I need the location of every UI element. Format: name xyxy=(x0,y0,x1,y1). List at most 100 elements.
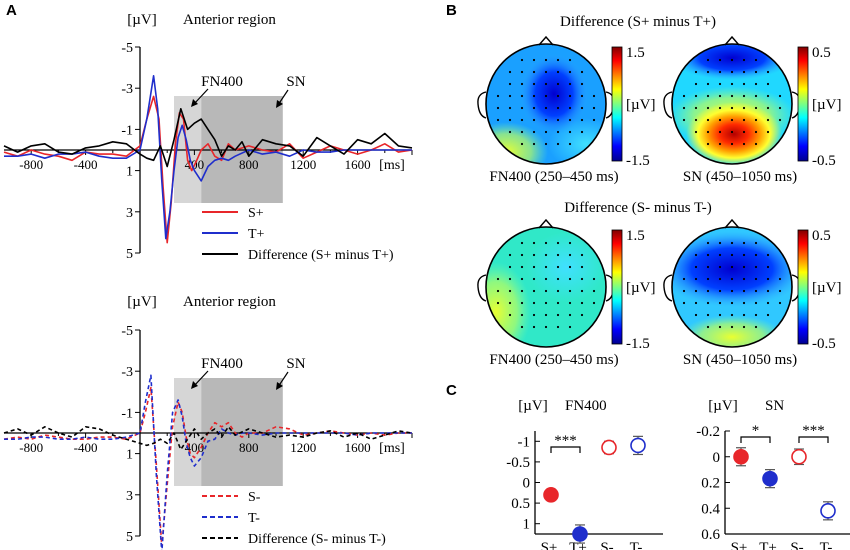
topomap-electrode xyxy=(580,130,584,134)
topomap-electrode xyxy=(754,94,758,98)
topomap-colorbar-max: 0.5 xyxy=(812,45,831,61)
means-sn-point xyxy=(733,448,749,465)
topomap-caption: SN (450–1050 ms) xyxy=(683,352,797,368)
topomap-ear-left xyxy=(477,91,487,119)
erp-bottom-x-tick-label: -800 xyxy=(19,440,43,455)
means-fn400-significance-label: *** xyxy=(554,433,577,449)
topomap-head-outline xyxy=(485,226,607,348)
topomap-1-1: 0.5 [µV] -0.5 SN (450–1050 ms) xyxy=(663,218,841,368)
topomap-electrode xyxy=(568,70,572,74)
erp-bottom-window-label-fn400: FN400 xyxy=(201,356,243,372)
topomap-blob xyxy=(672,44,792,80)
topomap-electrode xyxy=(520,265,524,269)
topomap-caption: FN400 (250–450 ms) xyxy=(489,169,618,185)
topomap-electrode xyxy=(742,253,746,257)
topomap-electrode xyxy=(730,301,734,305)
topomap-electrode xyxy=(580,313,584,317)
topomap-field xyxy=(672,227,792,347)
erp-top-x-tick-label: 1200 xyxy=(290,157,316,172)
topomap-electrode xyxy=(532,313,536,317)
topomap-electrode xyxy=(742,70,746,74)
panel-letter-a: A xyxy=(6,2,17,19)
topomap-electrode xyxy=(544,82,548,86)
topomap-caption: FN400 (250–450 ms) xyxy=(489,352,618,368)
means-fn400-y-tick-label: -0.5 xyxy=(506,455,530,471)
erp-bottom-y-tick-label: -3 xyxy=(121,365,133,380)
topomap-electrode xyxy=(766,313,770,317)
topomap-electrode xyxy=(706,265,710,269)
topomap-electrode xyxy=(532,58,536,62)
topomap-electrode xyxy=(730,289,734,293)
topomap-electrode xyxy=(730,277,734,281)
topomap-electrode xyxy=(730,82,734,86)
topomap-electrode xyxy=(544,277,548,281)
topomap-electrode xyxy=(580,289,584,293)
topomap-electrode xyxy=(694,253,698,257)
erp-bottom-y-tick-label: 5 xyxy=(126,530,133,545)
means-fn400-y-tick-label: 0 xyxy=(523,476,531,492)
topomap-electrode xyxy=(580,94,584,98)
topomap-electrode xyxy=(556,241,560,245)
topomap-electrode xyxy=(544,301,548,305)
means-fn400-point xyxy=(630,437,646,454)
topomap-blob xyxy=(520,54,588,134)
topomap-electrode xyxy=(718,94,722,98)
means-fn400-category-label: T+ xyxy=(569,540,587,550)
topomap-electrode xyxy=(520,277,524,281)
topomap-electrode xyxy=(508,82,512,86)
topomap-electrode xyxy=(520,325,524,329)
topomap-electrode xyxy=(754,118,758,122)
means-sn-significance-label: *** xyxy=(802,423,825,439)
erp-bottom-x-axis-label: [ms] xyxy=(379,441,405,456)
means-fn400-y-tick-label: 1 xyxy=(523,517,531,533)
topomap-electrode xyxy=(682,106,686,110)
topomap-electrode xyxy=(592,118,596,122)
topomap-electrode xyxy=(520,82,524,86)
topomap-electrode xyxy=(706,58,710,62)
topomap-electrode xyxy=(568,130,572,134)
means-fn400-point xyxy=(543,487,559,503)
topomap-electrode xyxy=(580,301,584,305)
topomap-electrode xyxy=(694,277,698,281)
topomap-colorbar-min: -0.5 xyxy=(812,153,836,169)
topomap-electrode xyxy=(556,325,560,329)
topomap-electrode xyxy=(532,94,536,98)
topomap-electrode xyxy=(568,241,572,245)
erp-top-x-tick-label: -400 xyxy=(74,157,98,172)
topomap-electrode xyxy=(766,253,770,257)
erp-bottom-legend-label-1: T- xyxy=(248,511,260,526)
erp-top-x-axis-label: [ms] xyxy=(379,158,405,173)
topomap-electrode xyxy=(592,301,596,305)
erp-top-legend-label-0: S+ xyxy=(248,206,264,221)
topomap-blob xyxy=(526,232,606,302)
topomap-electrode xyxy=(718,277,722,281)
topo-group-title-1: Difference (S- minus T-) xyxy=(564,200,712,216)
topomap-blob xyxy=(686,102,782,164)
topomap-electrode xyxy=(766,94,770,98)
topomap-electrode xyxy=(730,253,734,257)
topomap-electrode xyxy=(556,265,560,269)
erp-top-arrow-fn400 xyxy=(193,88,209,105)
topomap-electrode xyxy=(730,106,734,110)
topomap-electrode xyxy=(520,142,524,146)
topomap-electrode xyxy=(520,70,524,74)
erp-top-y-tick-label: 3 xyxy=(126,206,133,221)
topomap-colorbar-unit: [µV] xyxy=(626,97,655,113)
topomap-electrode xyxy=(754,70,758,74)
topomap-electrode xyxy=(742,82,746,86)
topomap-blob xyxy=(680,315,784,347)
means-fn400-category-label: S+ xyxy=(541,540,558,550)
topomap-electrode xyxy=(766,118,770,122)
topomap-electrode xyxy=(508,289,512,293)
topomap-electrode xyxy=(694,82,698,86)
topomap-electrode xyxy=(508,106,512,110)
topomap-electrode xyxy=(508,118,512,122)
topomap-electrode xyxy=(694,118,698,122)
topomap-electrode xyxy=(532,106,536,110)
topomap-colorbar-max: 1.5 xyxy=(626,45,645,61)
topomap-electrode xyxy=(766,82,770,86)
topomap-electrode xyxy=(778,94,782,98)
topomap-electrode xyxy=(730,142,734,146)
erp-top-y-tick-label: -3 xyxy=(121,82,133,97)
erp-bottom-series-2-line xyxy=(3,425,413,451)
